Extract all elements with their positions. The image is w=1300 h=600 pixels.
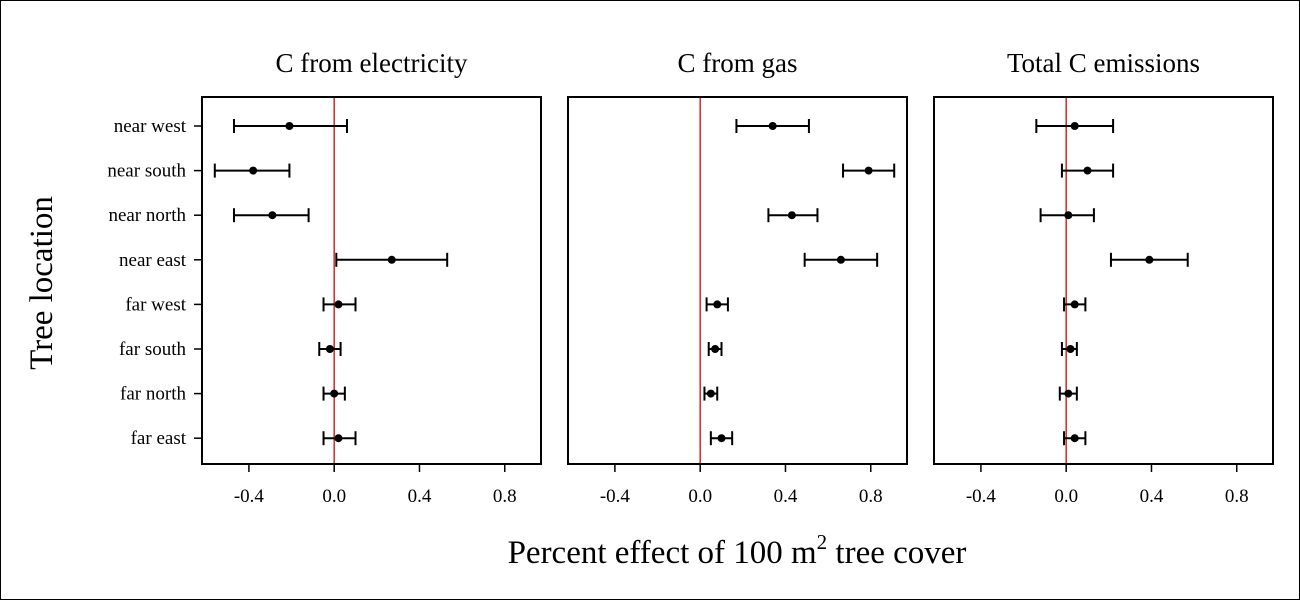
x-tick-label: -0.4	[966, 486, 997, 507]
data-point-near-east	[803, 252, 879, 267]
panels-group: C from electricity -0.4 0.0 0.4 0.8 near west…	[107, 48, 1274, 507]
data-point-far-east	[1063, 431, 1087, 446]
x-tick-label: -0.4	[600, 486, 631, 507]
x-tick-label: 0.0	[688, 486, 712, 507]
data-point-far-east	[322, 431, 357, 446]
data-point-near-east	[1109, 252, 1189, 267]
x-axis-title-prefix: Percent effect of 100 m	[508, 535, 817, 571]
data-point-near-north	[232, 208, 310, 223]
data-point-near-east	[335, 252, 449, 267]
x-tick-label: 0.0	[1054, 486, 1078, 507]
point-estimate	[330, 389, 339, 398]
y-category-label: far east	[131, 428, 187, 449]
point-estimate	[711, 345, 720, 353]
data-point-far-east	[709, 431, 734, 446]
data-point-far-north	[1058, 386, 1078, 401]
data-point-near-north	[1039, 208, 1095, 223]
panel-2: C from gas -0.4 0.0 0.4 0.8	[567, 48, 908, 507]
data-point-far-north	[703, 386, 719, 401]
point-estimate	[387, 255, 396, 264]
point-estimate	[249, 166, 258, 175]
point-estimate	[768, 122, 777, 130]
data-point-far-south	[707, 342, 723, 356]
data-point-far-south	[1060, 342, 1078, 356]
x-tick-label: -0.4	[234, 486, 265, 507]
panel-1: C from electricity -0.4 0.0 0.4 0.8 near west…	[107, 48, 542, 507]
x-axis-title: Percent effect of 100 m2 tree cover	[508, 530, 967, 571]
y-category-label: near north	[108, 205, 186, 226]
panel-title: Total C emissions	[1007, 48, 1200, 78]
point-estimate	[268, 211, 277, 220]
y-axis-title: Tree location	[24, 196, 60, 370]
x-tick-label: 0.8	[493, 486, 517, 507]
data-point-far-west	[1063, 297, 1087, 312]
point-estimate	[717, 434, 726, 443]
point-estimate	[334, 434, 343, 443]
point-estimate	[1070, 300, 1079, 309]
x-axis-title-suffix: tree cover	[827, 535, 966, 571]
point-estimate	[334, 300, 343, 309]
data-point-near-west	[232, 119, 348, 133]
point-estimate	[1070, 434, 1079, 443]
y-category-label: near south	[107, 161, 186, 182]
point-estimate	[285, 122, 294, 130]
point-estimate	[1083, 166, 1092, 175]
point-estimate	[864, 166, 873, 175]
y-category-label: far north	[120, 384, 186, 405]
point-estimate	[706, 389, 715, 398]
point-estimate	[713, 300, 722, 309]
y-category-label: near east	[119, 250, 187, 271]
point-estimate	[1070, 122, 1079, 130]
panel-title: C from electricity	[276, 48, 468, 78]
point-estimate	[1145, 255, 1154, 264]
panel-border	[933, 96, 1274, 465]
data-point-far-west	[705, 297, 729, 312]
y-category-label: far west	[125, 294, 186, 315]
x-tick-label: 0.8	[1225, 486, 1249, 507]
x-tick-label: 0.4	[1140, 486, 1164, 507]
x-tick-label: 0.4	[408, 486, 432, 507]
point-estimate	[1064, 389, 1073, 398]
panel-3: Total C emissions -0.4 0.0 0.4 0.8	[933, 48, 1274, 507]
point-estimate	[1066, 345, 1075, 353]
panel-border	[567, 96, 908, 465]
panel-title: C from gas	[678, 48, 798, 78]
x-tick-label: 0.4	[774, 486, 798, 507]
data-point-near-south	[842, 163, 896, 178]
x-tick-label: 0.8	[859, 486, 883, 507]
y-category-label: far south	[119, 339, 187, 360]
data-point-near-south	[1060, 163, 1115, 178]
x-axis-title-superscript: 2	[817, 530, 828, 554]
panel-border	[201, 96, 542, 465]
x-tick-label: 0.0	[322, 486, 346, 507]
point-estimate	[325, 345, 334, 353]
data-point-near-north	[767, 208, 819, 223]
point-estimate	[836, 255, 845, 264]
data-point-far-west	[322, 297, 357, 312]
data-point-far-south	[318, 342, 342, 356]
y-category-label: near west	[114, 116, 187, 137]
data-point-near-west	[1035, 119, 1115, 133]
point-estimate	[1064, 211, 1073, 220]
point-estimate	[787, 211, 796, 220]
data-point-near-south	[213, 163, 291, 178]
data-point-far-north	[322, 386, 346, 401]
data-point-near-west	[735, 119, 810, 133]
